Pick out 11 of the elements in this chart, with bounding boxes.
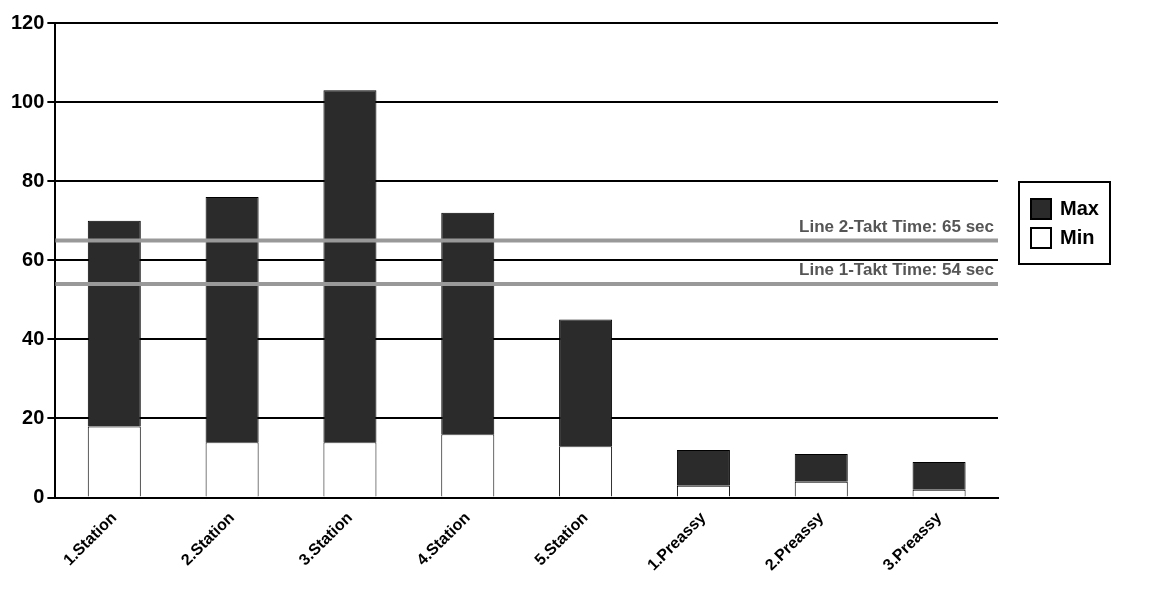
y-tick-label: 0 [33,485,45,508]
y-tick-label: 80 [22,168,45,191]
y-tick-label: 60 [22,247,45,270]
text: Min [1060,226,1095,249]
ref-line-label: Line 2-Takt Time: 65 sec [799,216,994,236]
y-tick-label: 120 [10,10,45,33]
y-tick-label: 40 [22,326,45,349]
ref-line-label: Line 1-Takt Time: 54 sec [799,260,994,280]
y-tick-label: 20 [22,406,45,428]
legend-label: Max [1060,197,1099,220]
y-tick-label: 100 [10,89,45,112]
